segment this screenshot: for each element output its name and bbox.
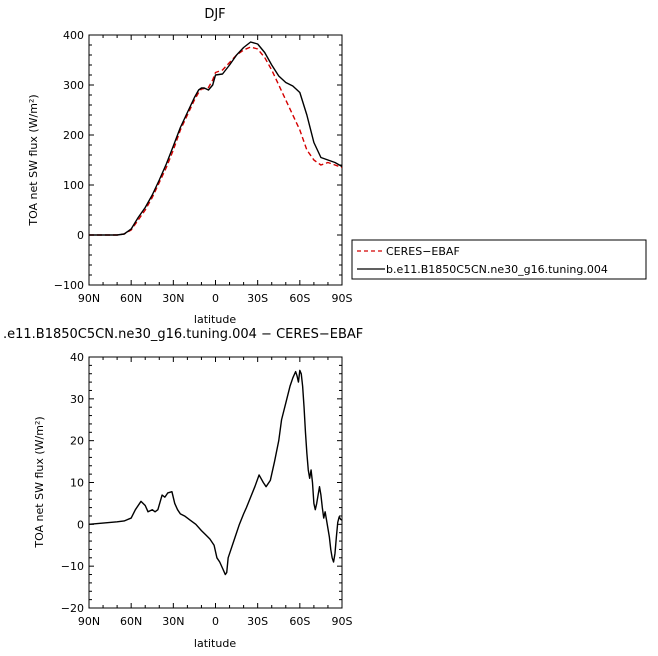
legend-label-ceres: CERES−EBAF bbox=[386, 245, 460, 258]
y-tick-label: 100 bbox=[63, 179, 84, 192]
x-tick-label: 90N bbox=[78, 292, 100, 305]
x-tick-label: 30S bbox=[247, 292, 268, 305]
x-tick-label: 60S bbox=[289, 292, 310, 305]
legend-box bbox=[351, 239, 647, 280]
x-tick-label: 30N bbox=[162, 292, 184, 305]
series-layer bbox=[88, 369, 343, 576]
x-axis: 90N 60N 30N 0 30S 60S 90S bbox=[78, 357, 353, 628]
y-tick-label: 400 bbox=[63, 29, 84, 42]
y-tick-label: 200 bbox=[63, 129, 84, 142]
series-layer bbox=[89, 41, 343, 236]
y-tick-label: −100 bbox=[54, 279, 84, 292]
plot-area-frame bbox=[88, 356, 343, 609]
y-tick-label: 0 bbox=[77, 229, 84, 242]
x-tick-label: 30S bbox=[247, 615, 268, 628]
legend[interactable]: CERES−EBAF b.e11.B1850C5CN.ne30_g16.tuni… bbox=[351, 239, 647, 280]
x-tick-label: 90N bbox=[78, 615, 100, 628]
x-tick-label: 30N bbox=[162, 615, 184, 628]
x-axis-label: latitude bbox=[194, 637, 236, 650]
y-tick-label: 0 bbox=[77, 518, 84, 531]
x-axis-label: latitude bbox=[194, 313, 236, 326]
legend-label-model: b.e11.B1850C5CN.ne30_g16.tuning.004 bbox=[386, 263, 608, 276]
y-axis-label: TOA net SW flux (W/m²) bbox=[33, 416, 46, 548]
y-tick-label: 20 bbox=[70, 435, 84, 448]
x-tick-label: 90S bbox=[332, 615, 353, 628]
y-tick-label: −20 bbox=[61, 602, 84, 615]
x-tick-label: 0 bbox=[212, 292, 219, 305]
y-tick-label: 40 bbox=[70, 351, 84, 364]
chart-title: DJF bbox=[204, 7, 225, 22]
chart-djf: DJF 90N 60N 30N 0 30S 60S 90S −100 0 100 200 300 40… bbox=[27, 7, 353, 326]
y-axis: −100 0 100 200 300 400 bbox=[54, 29, 342, 292]
y-tick-label: 300 bbox=[63, 79, 84, 92]
y-axis-label: TOA net SW flux (W/m²) bbox=[27, 94, 40, 226]
x-tick-label: 60N bbox=[120, 292, 142, 305]
series-line-model bbox=[89, 41, 343, 236]
x-tick-label: 60N bbox=[120, 615, 142, 628]
x-tick-label: 0 bbox=[212, 615, 219, 628]
y-axis: −20 −10 0 10 20 30 40 bbox=[61, 351, 342, 615]
chart-difference: .e11.B1850C5CN.ne30_g16.tuning.004 − CER… bbox=[3, 327, 363, 650]
y-tick-label: 30 bbox=[70, 393, 84, 406]
y-tick-label: −10 bbox=[61, 560, 84, 573]
series-line-model bbox=[88, 369, 343, 576]
y-tick-label: 10 bbox=[70, 477, 84, 490]
x-tick-label: 60S bbox=[289, 615, 310, 628]
chart-title: .e11.B1850C5CN.ne30_g16.tuning.004 − CER… bbox=[3, 327, 363, 342]
x-tick-label: 90S bbox=[332, 292, 353, 305]
x-axis: 90N 60N 30N 0 30S 60S 90S bbox=[78, 35, 353, 305]
